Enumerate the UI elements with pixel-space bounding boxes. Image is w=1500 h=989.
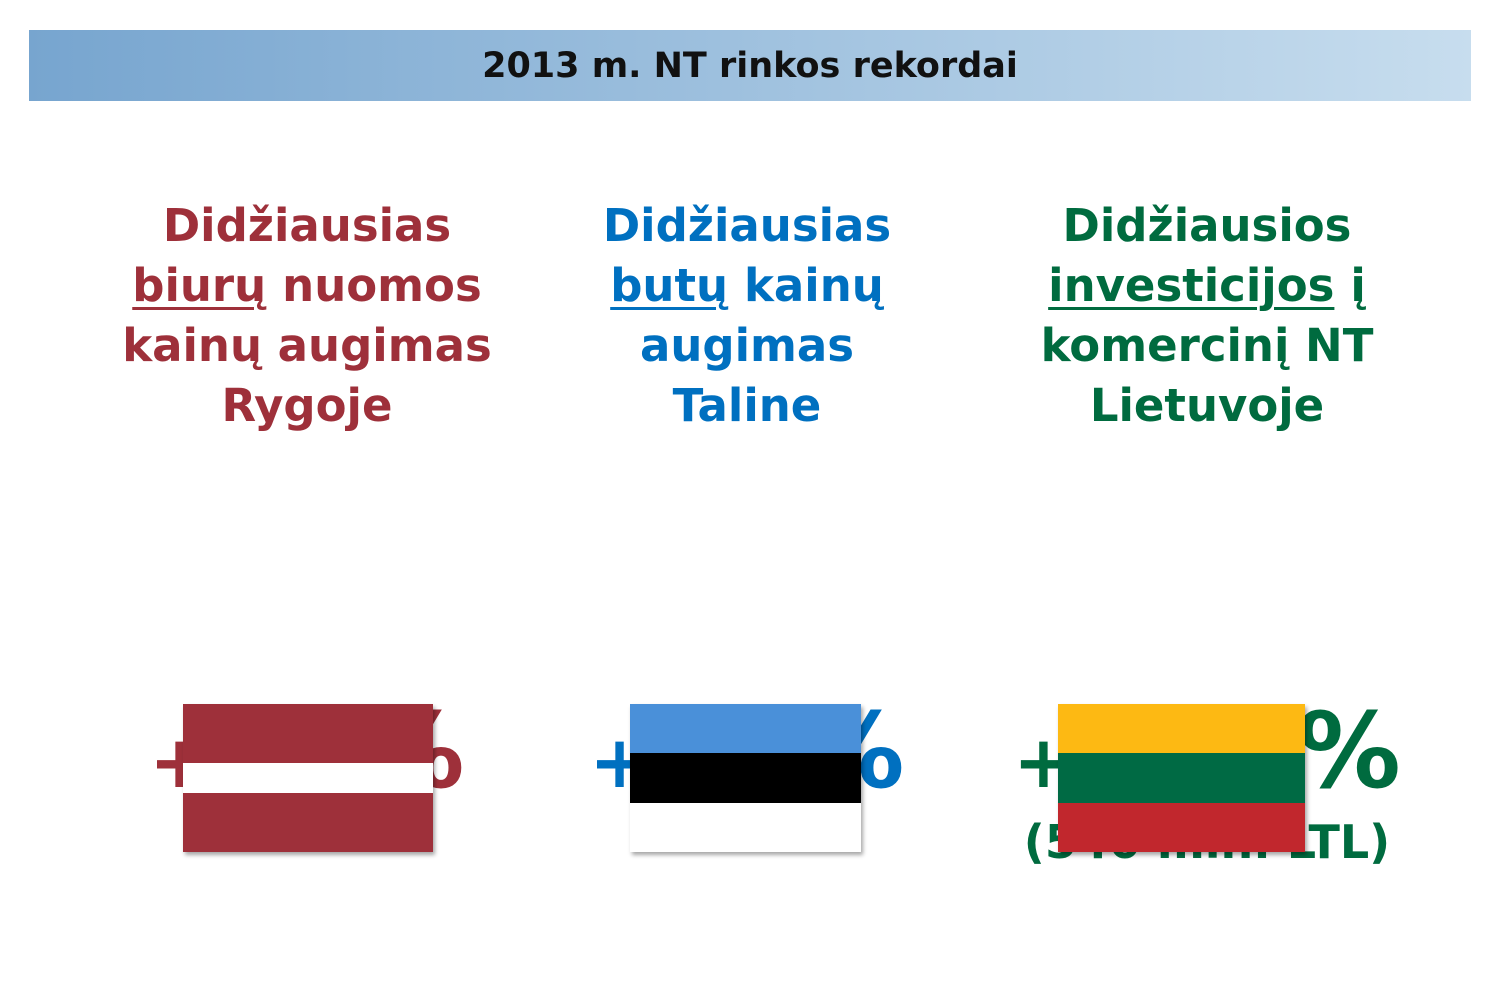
- heading-text: augimas: [639, 319, 855, 372]
- heading-line: biurų nuomos: [67, 256, 547, 316]
- heading-text: Taline: [672, 379, 822, 432]
- heading-text: nuomos: [282, 259, 482, 312]
- column: Didžiausias biurų nuomos kainų augimas Rygoj…: [67, 196, 547, 812]
- heading-line: Didžiausias: [507, 196, 987, 256]
- heading-text: Lietuvoje: [1089, 379, 1325, 432]
- lithuania-flag: [1058, 704, 1305, 852]
- heading-text: butų: [610, 259, 728, 312]
- heading-text: Didžiausios: [1062, 199, 1352, 252]
- heading-text: biurų: [132, 259, 267, 312]
- heading-line: Lietuvoje: [967, 376, 1447, 436]
- heading-line: butų kainų: [507, 256, 987, 316]
- heading-text: Rygoje: [221, 379, 393, 432]
- heading-line: Rygoje: [67, 376, 547, 436]
- heading-line: komercinį NT: [967, 316, 1447, 376]
- heading-text: komercinį NT: [1040, 319, 1374, 372]
- heading-line: kainų augimas: [67, 316, 547, 376]
- heading-text: investicijos: [1048, 259, 1335, 312]
- heading-text: Didžiausias: [602, 199, 892, 252]
- title: 2013 m. NT rinkos rekordai: [482, 45, 1018, 86]
- latvia-flag: [183, 704, 433, 852]
- heading-text: kainų augimas: [122, 319, 492, 372]
- heading-line: Didžiausias: [67, 196, 547, 256]
- heading-line: investicijos į: [967, 256, 1447, 316]
- heading-text: į: [1350, 259, 1366, 312]
- heading-line: augimas: [507, 316, 987, 376]
- heading-line: Taline: [507, 376, 987, 436]
- heading-text: Didžiausias: [162, 199, 452, 252]
- heading-line: Didžiausios: [967, 196, 1447, 256]
- column: Didžiausios investicijos į komercinį NT Liet…: [967, 196, 1447, 869]
- title-bar: 2013 m. NT rinkos rekordai: [29, 30, 1471, 101]
- estonia-flag: [630, 704, 861, 852]
- heading-text: kainų: [744, 259, 884, 312]
